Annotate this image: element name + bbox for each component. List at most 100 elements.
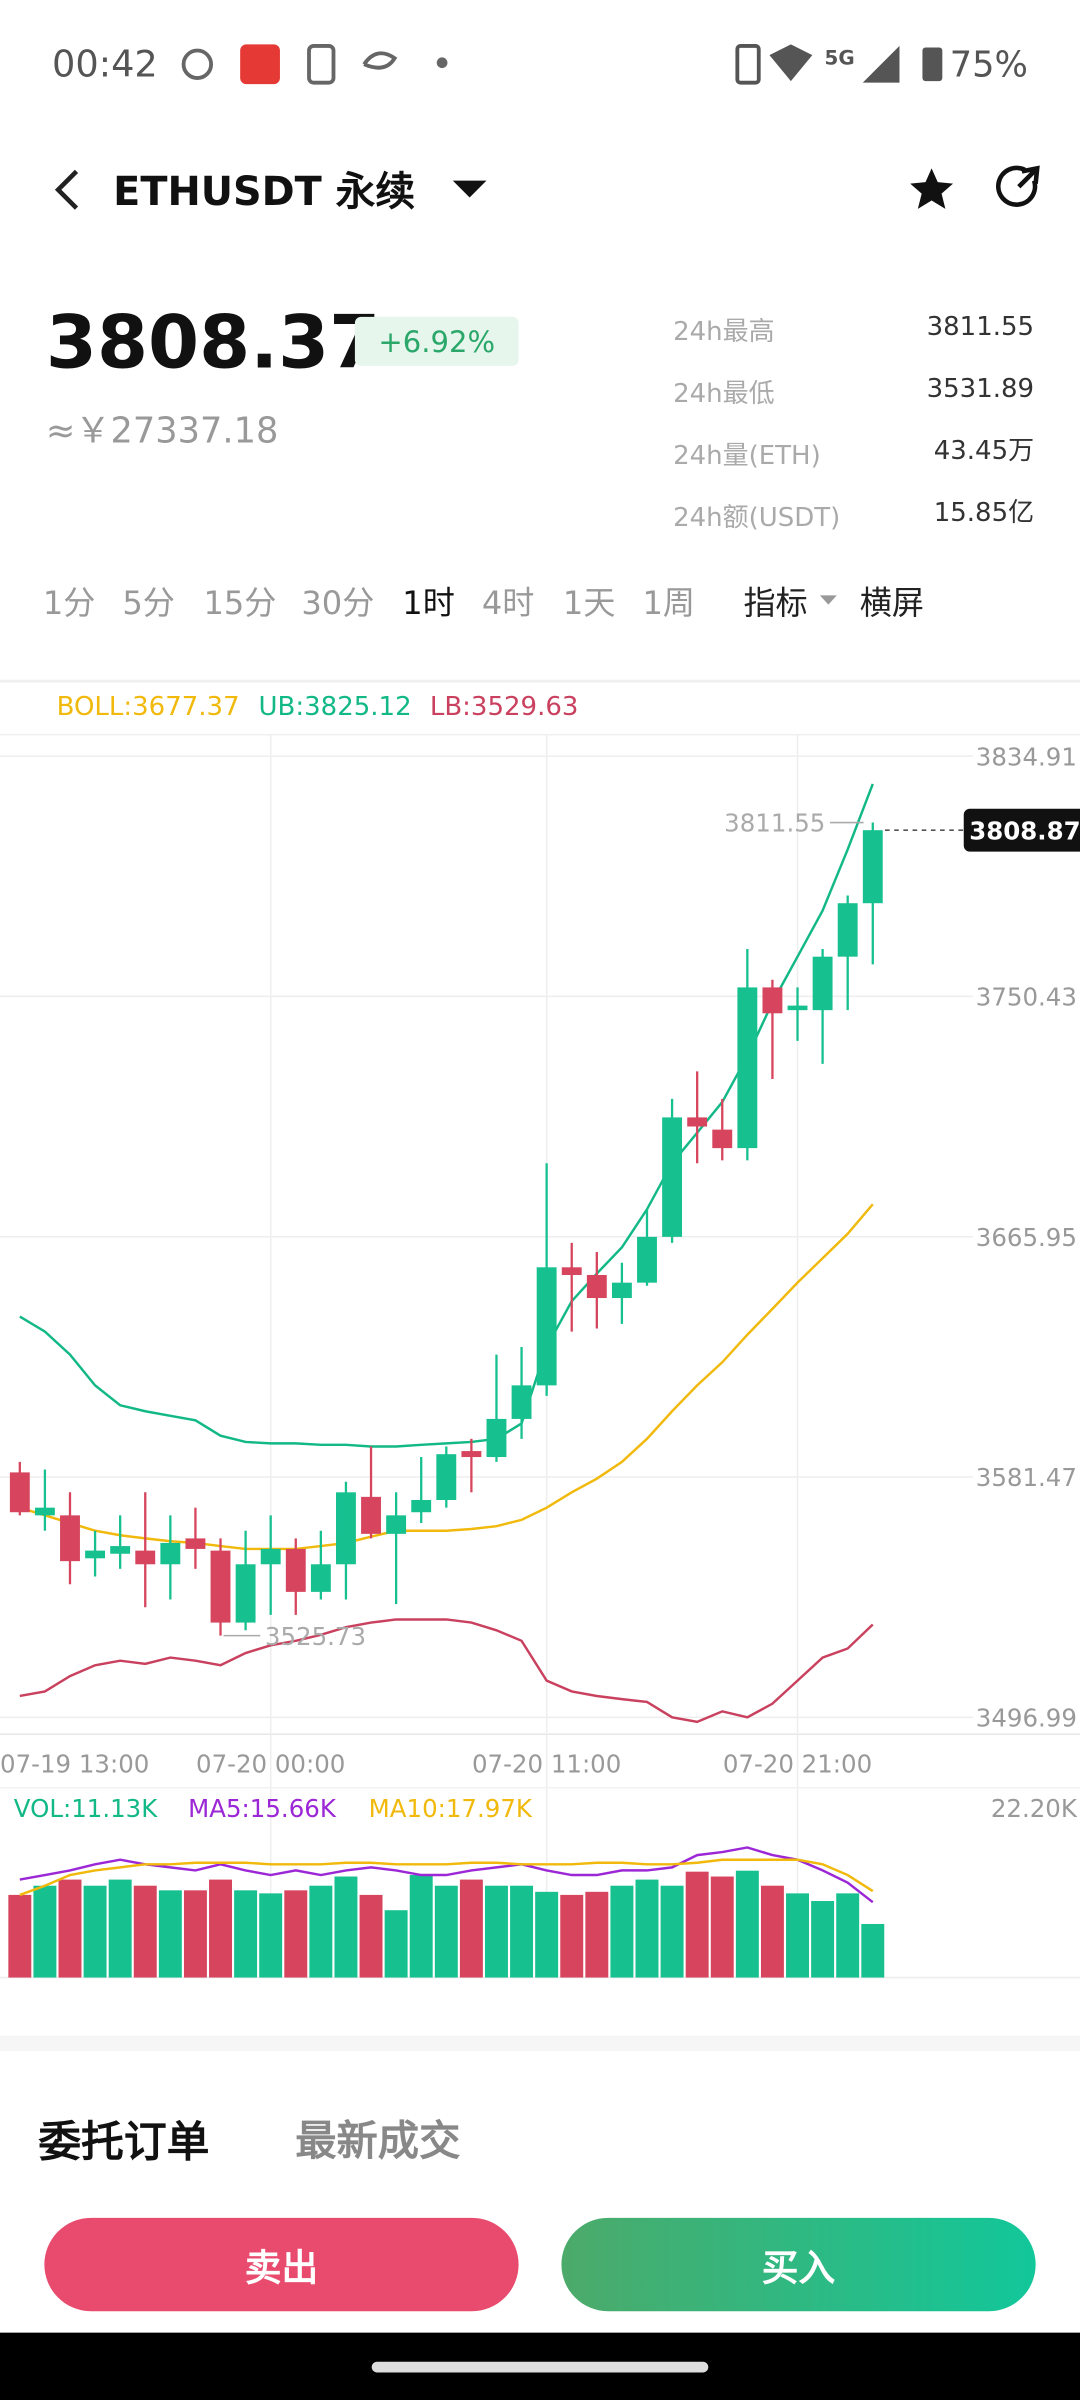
y-tick-label: 3834.91 [976,742,1077,771]
timeframe[interactable]: 1天 [563,584,616,622]
candle-body [486,1418,507,1458]
volume-bar [786,1893,809,1978]
candle-body [135,1550,156,1565]
tab-active[interactable]: 委托订单 [38,2118,209,2168]
candle-body [336,1492,356,1565]
stat-label: 24h最低 [673,379,775,409]
timeframe[interactable]: 4时 [482,584,535,622]
symbol-title[interactable]: ETHUSDT 永续 [113,169,415,215]
volume-bar [209,1879,232,1978]
candle-body [235,1564,256,1623]
candle-body [611,1282,632,1299]
stats: 24h最高 3811.55 24h最低 3531.89 24h量(ETH) 43.45万 2… [673,312,1034,533]
last-price-label: 3808.87 [969,816,1080,845]
timeframe[interactable]: 30分 [301,584,374,622]
network-type: 5G [825,46,855,69]
sell-button[interactable] [44,2217,519,2312]
wifi-icon [769,44,813,82]
timeframe[interactable]: 15分 [203,584,276,622]
y-tick-label: 3581.47 [976,1463,1077,1492]
candle-body [862,830,883,904]
candle-body [110,1546,131,1554]
volume-bar [334,1876,358,1978]
candle-body [511,1385,532,1419]
change-badge [354,316,519,366]
indicator-line [19,1846,874,1904]
stat-value: 3811.55 [927,312,1035,342]
back-button[interactable] [54,169,79,210]
timeframe[interactable]: 1周 [642,584,695,622]
stat-label: 24h最高 [673,317,775,347]
status-time: 00:42 [52,43,158,86]
volume-bar [710,1876,734,1978]
timeframe[interactable]: 5分 [122,584,175,622]
volume-bar [610,1885,634,1978]
candle-body [210,1550,231,1623]
y-tick-label: 3750.43 [976,983,1077,1012]
stat-value: 43.45万 [934,436,1034,466]
volume-bar [685,1871,709,1978]
indicator-line [19,1858,874,1897]
volume-bar [158,1890,182,1978]
candle-body [436,1454,457,1500]
volume-bar [259,1893,283,1978]
stat-label: 24h量(ETH) [673,441,821,471]
candle-body [310,1564,331,1592]
x-tick-label: 07-20 11:00 [472,1749,621,1778]
candle-body [712,1129,733,1149]
x-tick-label: 07-20 00:00 [196,1749,345,1778]
volume-bar [409,1875,433,1978]
candle-body [361,1496,381,1534]
indicator-line [19,1203,874,1551]
buy-button[interactable] [561,2217,1036,2312]
x-tick-label: 07-20 21:00 [723,1749,872,1778]
stat-label: 24h额(USDT) [673,503,840,533]
candle-body [34,1507,55,1516]
volume-legend: MA10:17.97K [369,1794,533,1823]
landscape-button[interactable]: 横屏 [860,584,924,622]
candle-body [561,1267,582,1275]
candle-body [9,1472,30,1513]
volume-bar [585,1891,609,1978]
y-tick-label: 3665.95 [976,1223,1077,1252]
section-divider [0,2035,1080,2052]
last-price-tag [963,808,1080,852]
sell-label: 卖出 [245,2247,318,2290]
battery-icon [922,47,943,82]
volume-bar [485,1885,508,1978]
volume-legend: VOL:11.13K [14,1794,158,1823]
volume-bar [33,1885,57,1978]
volume-bar [83,1885,107,1978]
high-label: 3811.55 [724,809,825,838]
share-button[interactable] [996,165,1038,207]
status-icon [362,51,398,70]
candle-body [787,1005,808,1011]
status-icon [307,44,336,85]
volume-bar [459,1879,483,1978]
volume-bar [735,1870,759,1978]
candle-body [386,1515,407,1534]
volume-bar [660,1885,684,1978]
candle-body [737,987,758,1149]
volume-max-label: 22.20K [991,1794,1078,1823]
volume-bar [760,1885,784,1978]
volume-bar [183,1890,207,1978]
candle-body [812,956,833,1011]
volume-bar [535,1891,559,1978]
symbol-dropdown[interactable] [452,180,487,198]
volume-bar [359,1894,383,1978]
indicator-line [19,783,874,1448]
timeframe[interactable]: 1时 [402,584,455,622]
home-indicator[interactable] [371,2361,709,2373]
volume-bar [510,1885,534,1978]
indicator-menu[interactable]: 指标 [743,584,807,622]
volume-bar [811,1901,835,1978]
volume-bar [309,1885,333,1978]
candle-body [260,1548,281,1565]
tab[interactable]: 最新成交 [295,2117,460,2165]
low-label: 3525.73 [265,1622,366,1651]
favorite-button[interactable] [910,168,954,209]
timeframe[interactable]: 1分 [43,584,96,622]
candle-body [536,1267,557,1386]
